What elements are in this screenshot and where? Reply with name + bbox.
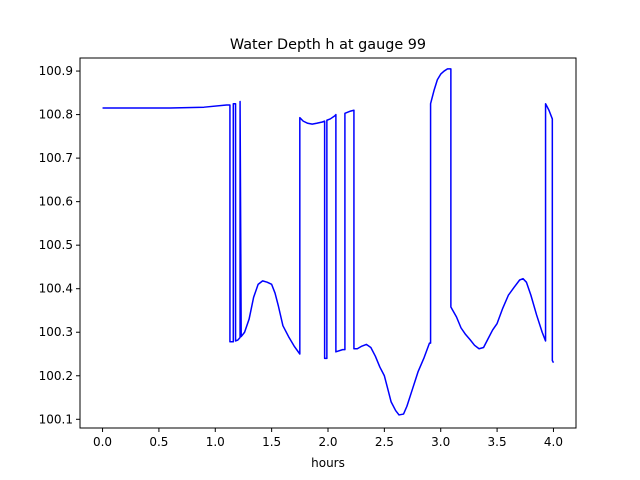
y-tick-label: 100.1 (39, 412, 73, 426)
x-tick-label: 1.5 (262, 435, 281, 449)
x-tick-label: 4.0 (544, 435, 563, 449)
x-tick-label: 1.0 (206, 435, 225, 449)
x-tick-label: 0.5 (149, 435, 168, 449)
y-tick-label: 100.3 (39, 325, 73, 339)
x-axis-ticks: 0.0 0.5 1.0 1.5 2.0 2.5 3.0 3.5 4.0 (93, 428, 563, 449)
y-tick-label: 100.2 (39, 369, 73, 383)
series-line (102, 68, 555, 416)
y-tick-label: 100.4 (39, 282, 73, 296)
x-tick-label: 0.0 (93, 435, 112, 449)
y-tick-label: 100.9 (39, 64, 73, 78)
y-tick-label: 100.6 (39, 195, 73, 209)
y-tick-label: 100.8 (39, 108, 73, 122)
x-tick-label: 2.0 (318, 435, 337, 449)
x-axis-label: hours (311, 456, 345, 470)
x-tick-label: 2.5 (375, 435, 394, 449)
x-tick-label: 3.0 (431, 435, 450, 449)
y-axis-ticks: 100.1 100.2 100.3 100.4 100.5 100.6 100.7 100.8… (39, 64, 80, 426)
x-tick-label: 3.5 (488, 435, 507, 449)
y-tick-label: 100.5 (39, 238, 73, 252)
y-tick-label: 100.7 (39, 151, 73, 165)
series-layer (102, 68, 555, 416)
chart-title: Water Depth h at gauge 99 (230, 37, 426, 53)
